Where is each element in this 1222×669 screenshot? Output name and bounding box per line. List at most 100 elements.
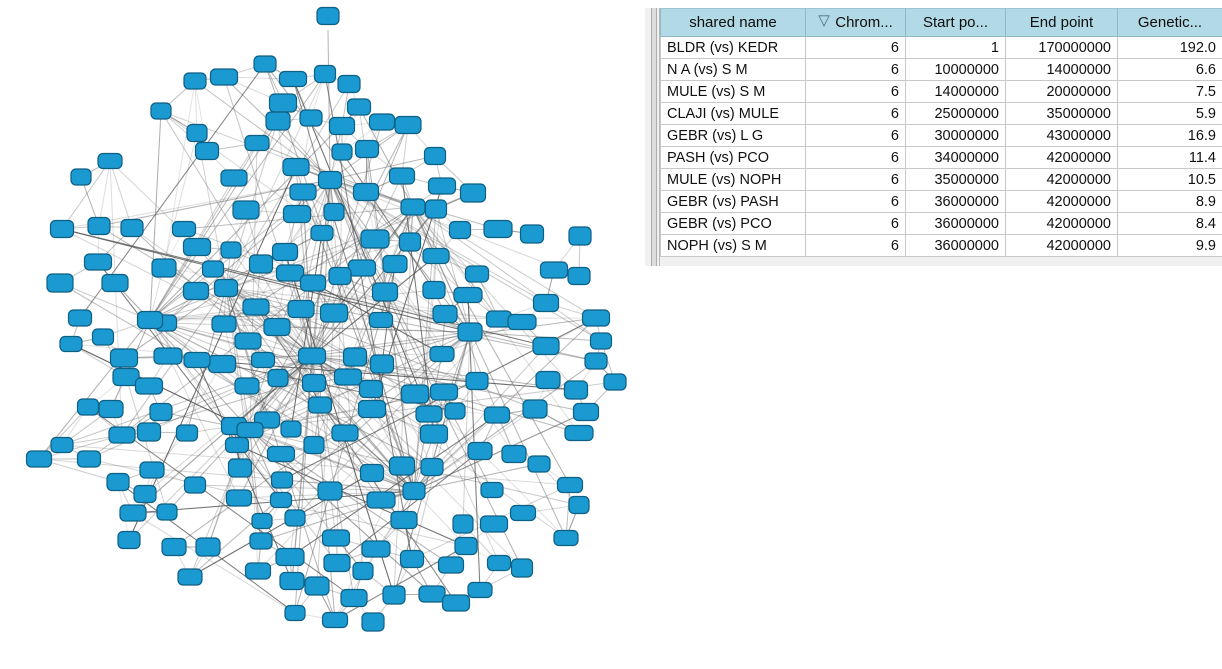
node-110[interactable]: [227, 458, 253, 478]
node-48[interactable]: [249, 532, 273, 550]
node-142[interactable]: [120, 218, 144, 238]
node-25[interactable]: [101, 273, 129, 293]
cell-chromosome[interactable]: 6: [805, 102, 906, 125]
node-146[interactable]: [108, 426, 136, 444]
node-144[interactable]: [76, 450, 102, 468]
cell-end_point[interactable]: 14000000: [1005, 58, 1118, 81]
node-37[interactable]: [323, 553, 351, 573]
node-41[interactable]: [422, 280, 446, 300]
node-54[interactable]: [207, 354, 237, 374]
node-12[interactable]: [46, 273, 74, 293]
node-152[interactable]: [119, 504, 147, 522]
node-135[interactable]: [248, 254, 274, 274]
node-13[interactable]: [532, 293, 560, 313]
node-44[interactable]: [267, 368, 289, 388]
cell-end_point[interactable]: 42000000: [1005, 234, 1118, 257]
node-70[interactable]: [483, 219, 513, 239]
node-154[interactable]: [242, 298, 270, 316]
node-102[interactable]: [441, 594, 471, 612]
node-157[interactable]: [183, 72, 207, 90]
table-row[interactable]: NOPH (vs) S M 6 36000000 42000000 9.9: [660, 234, 1222, 257]
node-29[interactable]: [371, 282, 399, 302]
node-22[interactable]: [220, 241, 242, 259]
node-187[interactable]: [568, 226, 592, 246]
cell-chromosome[interactable]: 6: [805, 80, 906, 103]
node-162[interactable]: [366, 491, 396, 509]
node-128[interactable]: [415, 405, 443, 423]
node-26[interactable]: [467, 441, 493, 461]
cell-start_point[interactable]: 35000000: [905, 168, 1006, 191]
node-14[interactable]: [234, 377, 260, 395]
node-184[interactable]: [150, 102, 172, 120]
cell-genetic[interactable]: 16.9: [1117, 124, 1222, 147]
node-115[interactable]: [323, 202, 345, 222]
node-1[interactable]: [486, 554, 512, 572]
node-91[interactable]: [263, 317, 291, 337]
node-131[interactable]: [307, 396, 333, 414]
node-50[interactable]: [317, 481, 343, 501]
node-39[interactable]: [70, 168, 92, 186]
cell-shared_name[interactable]: GEBR (vs) PCO: [660, 212, 806, 235]
cell-start_point[interactable]: 36000000: [905, 234, 1006, 257]
node-59[interactable]: [382, 585, 406, 605]
node-32[interactable]: [321, 529, 351, 547]
node-122[interactable]: [109, 348, 139, 368]
node-190[interactable]: [136, 310, 164, 330]
node-126[interactable]: [568, 495, 590, 515]
table-row[interactable]: BLDR (vs) KEDR 6 1 170000000 192.0: [660, 36, 1222, 59]
node-97[interactable]: [501, 444, 527, 464]
node-161[interactable]: [388, 167, 416, 185]
cell-end_point[interactable]: 20000000: [1005, 80, 1118, 103]
cell-start_point[interactable]: 10000000: [905, 58, 1006, 81]
node-45[interactable]: [399, 549, 425, 569]
node-130[interactable]: [333, 368, 363, 386]
main-network-graph[interactable]: [0, 0, 645, 669]
cell-shared_name[interactable]: PASH (vs) PCO: [660, 146, 806, 169]
node-42[interactable]: [509, 504, 537, 522]
cell-genetic[interactable]: 10.5: [1117, 168, 1222, 191]
node-174[interactable]: [361, 612, 385, 632]
node-20[interactable]: [340, 588, 368, 608]
node-11[interactable]: [244, 134, 270, 152]
table-row[interactable]: GEBR (vs) PASH 6 36000000 42000000 8.9: [660, 190, 1222, 213]
node-113[interactable]: [149, 402, 173, 422]
node-181[interactable]: [234, 332, 262, 350]
node-137[interactable]: [422, 247, 450, 265]
table-row[interactable]: N A (vs) S M 6 10000000 14000000 6.6: [660, 58, 1222, 81]
cell-chromosome[interactable]: 6: [805, 212, 906, 235]
node-23[interactable]: [400, 198, 426, 216]
node-185[interactable]: [278, 70, 308, 88]
cell-shared_name[interactable]: BLDR (vs) KEDR: [660, 36, 806, 59]
node-75[interactable]: [331, 424, 359, 442]
node-138[interactable]: [265, 111, 291, 131]
node-77[interactable]: [98, 399, 124, 419]
node-133[interactable]: [284, 509, 306, 527]
cell-chromosome[interactable]: 6: [805, 124, 906, 147]
cell-genetic[interactable]: 7.5: [1117, 80, 1222, 103]
interval-table-panel[interactable]: shared name Chrom... Start po... End poi…: [645, 8, 1222, 266]
node-10[interactable]: [360, 229, 390, 249]
node-132[interactable]: [382, 254, 408, 274]
cell-start_point[interactable]: 36000000: [905, 190, 1006, 213]
cell-genetic[interactable]: 5.9: [1117, 102, 1222, 125]
node-65[interactable]: [527, 455, 551, 473]
table-row[interactable]: PASH (vs) PCO 6 34000000 42000000 11.4: [660, 146, 1222, 169]
cell-chromosome[interactable]: 6: [805, 234, 906, 257]
cell-start_point[interactable]: 14000000: [905, 80, 1006, 103]
cell-end_point[interactable]: 43000000: [1005, 124, 1118, 147]
node-21[interactable]: [564, 424, 594, 442]
node-119[interactable]: [331, 143, 353, 161]
node-18[interactable]: [220, 169, 248, 187]
cell-shared_name[interactable]: MULE (vs) NOPH: [660, 168, 806, 191]
table-row[interactable]: CLAJI (vs) MULE 6 25000000 35000000 5.9: [660, 102, 1222, 125]
node-159[interactable]: [271, 242, 299, 262]
node-163[interactable]: [134, 377, 164, 395]
node-178[interactable]: [251, 512, 273, 530]
node-164[interactable]: [195, 537, 221, 557]
table-row[interactable]: GEBR (vs) L G 6 30000000 43000000 16.9: [660, 124, 1222, 147]
node-172[interactable]: [465, 371, 489, 391]
node-53[interactable]: [151, 258, 177, 278]
column-header-end-point[interactable]: End point: [1005, 8, 1118, 37]
node-165[interactable]: [182, 281, 210, 301]
node-19[interactable]: [453, 286, 483, 304]
